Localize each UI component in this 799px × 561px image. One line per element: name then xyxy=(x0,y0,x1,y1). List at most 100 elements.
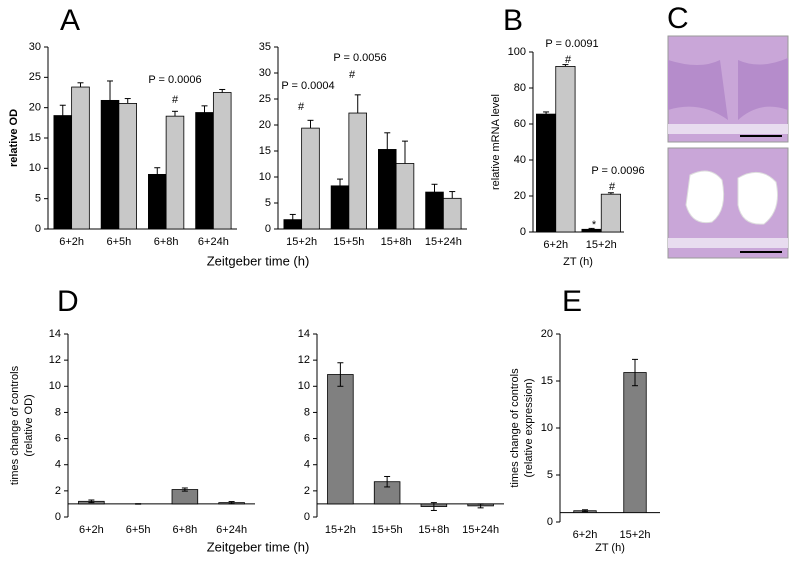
y-tick-label: 0 xyxy=(35,223,41,235)
y-axis-label: times change of controls xyxy=(9,365,21,485)
annotation: P = 0.0056 xyxy=(333,52,386,64)
x-axis-label: ZT (h) xyxy=(595,542,625,554)
x-axis-label: Zeitgeber time (h) xyxy=(207,539,310,554)
y-axis-label: (relative expression) xyxy=(523,378,535,477)
annotation: P = 0.0091 xyxy=(545,38,598,50)
x-tick-label: 15+8h xyxy=(381,236,412,248)
y-tick-label: 20 xyxy=(541,328,553,340)
bar xyxy=(555,66,576,233)
x-tick-label: 15+2h xyxy=(586,239,617,251)
y-tick-label: 30 xyxy=(29,41,41,53)
y-tick-label: 10 xyxy=(29,162,41,174)
y-tick-label: 0 xyxy=(547,516,553,528)
y-tick-label: 4 xyxy=(304,459,310,471)
annotation: # xyxy=(298,101,305,113)
x-tick-label: 6+8h xyxy=(154,236,179,248)
y-tick-label: 14 xyxy=(298,328,310,340)
panel-label: A xyxy=(60,4,80,37)
y-tick-label: 2 xyxy=(304,485,310,497)
y-tick-label: 20 xyxy=(514,190,526,202)
bar xyxy=(395,163,415,230)
x-tick-label: 15+2h xyxy=(620,529,651,541)
bar xyxy=(623,372,647,514)
x-tick-label: 15+2h xyxy=(286,236,317,248)
bar xyxy=(100,99,120,230)
panel-label: D xyxy=(57,285,79,318)
panel-label: B xyxy=(503,4,523,37)
y-tick-label: 2 xyxy=(55,485,61,497)
y-tick-label: 4 xyxy=(55,459,61,471)
lesion xyxy=(685,170,725,224)
x-tick-label: 6+2h xyxy=(79,524,104,536)
y-tick-label: 10 xyxy=(259,171,271,183)
tissue-edge xyxy=(668,238,788,248)
bar xyxy=(378,149,397,230)
annotation: P = 0.0006 xyxy=(148,74,201,86)
y-tick-label: 0 xyxy=(55,511,61,523)
bar xyxy=(600,193,621,233)
x-tick-label: 15+8h xyxy=(418,524,449,536)
y-tick-label: 20 xyxy=(259,119,271,131)
y-tick-label: 10 xyxy=(49,380,61,392)
y-tick-label: 0 xyxy=(265,223,271,235)
x-tick-label: 6+5h xyxy=(106,236,131,248)
y-tick-label: 35 xyxy=(259,41,271,53)
y-tick-label: 0 xyxy=(520,226,526,238)
y-tick-label: 5 xyxy=(547,469,553,481)
y-tick-label: 40 xyxy=(514,154,526,166)
y-axis-label: relative mRNA level xyxy=(490,94,502,190)
annotation: # xyxy=(172,94,179,106)
annotation: # xyxy=(349,69,356,81)
bar xyxy=(148,173,167,230)
lesion xyxy=(737,171,778,225)
bar xyxy=(118,103,137,230)
panel-label: C xyxy=(667,2,689,35)
y-axis-label: (relative OD) xyxy=(23,394,35,456)
bar xyxy=(348,112,367,230)
x-axis-label: ZT (h) xyxy=(563,256,593,268)
x-tick-label: 15+2h xyxy=(325,524,356,536)
y-tick-label: 10 xyxy=(541,422,553,434)
y-tick-label: 15 xyxy=(259,145,271,157)
annotation: # xyxy=(565,54,572,66)
y-tick-label: 15 xyxy=(29,132,41,144)
x-tick-label: 6+8h xyxy=(172,524,197,536)
x-tick-label: 15+5h xyxy=(372,524,403,536)
bar xyxy=(195,112,214,230)
bar xyxy=(425,191,444,230)
y-tick-label: 12 xyxy=(49,354,61,366)
x-tick-label: 15+24h xyxy=(462,524,499,536)
y-tick-label: 0 xyxy=(304,511,310,523)
y-tick-label: 5 xyxy=(265,197,271,209)
x-tick-label: 6+2h xyxy=(543,239,568,251)
x-tick-label: 15+5h xyxy=(333,236,364,248)
y-tick-label: 30 xyxy=(259,67,271,79)
bar xyxy=(53,115,73,230)
bar xyxy=(212,92,232,230)
panel-label: E xyxy=(562,285,582,318)
bar xyxy=(536,113,557,233)
annotation: # xyxy=(609,181,616,193)
y-axis-label: relative OD xyxy=(8,109,20,167)
x-tick-label: 6+2h xyxy=(573,529,598,541)
annotation: P = 0.0004 xyxy=(281,80,334,92)
y-tick-label: 25 xyxy=(259,93,271,105)
bar xyxy=(301,127,320,230)
y-tick-label: 6 xyxy=(55,432,61,444)
x-tick-label: 6+24h xyxy=(216,524,247,536)
annotation: P = 0.0096 xyxy=(591,165,644,177)
tissue-region xyxy=(668,60,728,120)
y-tick-label: 80 xyxy=(514,82,526,94)
bar xyxy=(442,197,462,230)
x-tick-label: 6+2h xyxy=(59,236,84,248)
panel-c-images xyxy=(667,35,789,259)
y-tick-label: 12 xyxy=(298,354,310,366)
bar xyxy=(71,86,90,230)
x-tick-label: 6+5h xyxy=(126,524,151,536)
x-tick-label: 15+24h xyxy=(425,236,462,248)
bar xyxy=(283,219,303,230)
bar xyxy=(327,374,354,505)
y-tick-label: 60 xyxy=(514,118,526,130)
y-tick-label: 25 xyxy=(29,71,41,83)
